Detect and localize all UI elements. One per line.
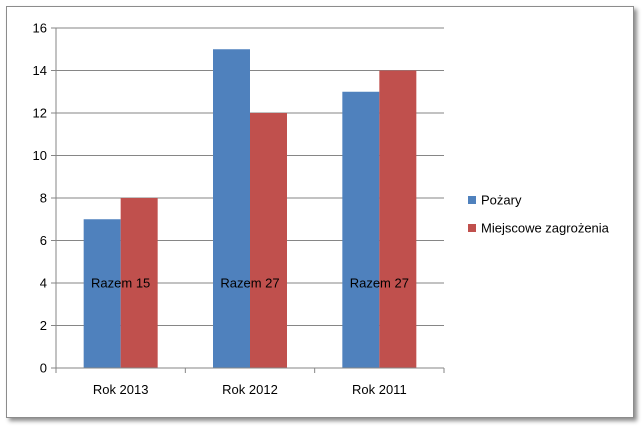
y-tick-label: 14 [33, 63, 47, 78]
y-tick-label: 0 [40, 361, 47, 376]
chart-frame: 0 2 4 6 8 10 12 14 16 Rok 2013 Rok 2012 Rok 2011 R… [6, 6, 634, 418]
bars [83, 49, 417, 368]
legend-swatch [468, 196, 476, 204]
legend-swatch [468, 224, 476, 232]
bar-miejscowe-zagrozenia [379, 70, 417, 368]
bar-chart: 0 2 4 6 8 10 12 14 16 Rok 2013 Rok 2012 Rok 2011 R… [33, 21, 610, 398]
bar-annotations: Razem 15 Razem 27 Razem 27 [91, 276, 409, 291]
x-tick-label: Rok 2013 [93, 382, 149, 397]
bar-pozary [213, 49, 250, 368]
legend-label: Miejscowe zagrożenia [481, 221, 610, 236]
y-tick-label: 10 [33, 148, 47, 163]
bar-pozary [342, 91, 380, 368]
y-tick-label: 2 [40, 318, 47, 333]
y-tick-labels: 0 2 4 6 8 10 12 14 16 [33, 21, 47, 376]
y-tick-label: 8 [40, 191, 47, 206]
y-tick-label: 6 [40, 233, 47, 248]
y-tick-label: 12 [33, 106, 47, 121]
bar-annotation: Razem 15 [91, 276, 150, 291]
x-tick-labels: Rok 2013 Rok 2012 Rok 2011 [93, 382, 407, 397]
x-tick-label: Rok 2012 [222, 382, 278, 397]
legend-label: Pożary [481, 193, 522, 208]
legend: Pożary Miejscowe zagrożenia [468, 193, 610, 236]
y-tick-label: 4 [40, 276, 47, 291]
bar-miejscowe-zagrozenia [250, 113, 287, 368]
y-tick-label: 16 [33, 21, 47, 36]
bar-pozary [83, 219, 121, 368]
bar-annotation: Razem 27 [350, 276, 409, 291]
x-tick-label: Rok 2011 [352, 382, 407, 397]
bar-annotation: Razem 27 [220, 276, 279, 291]
axes [51, 27, 445, 373]
bar-miejscowe-zagrozenia [120, 198, 158, 368]
